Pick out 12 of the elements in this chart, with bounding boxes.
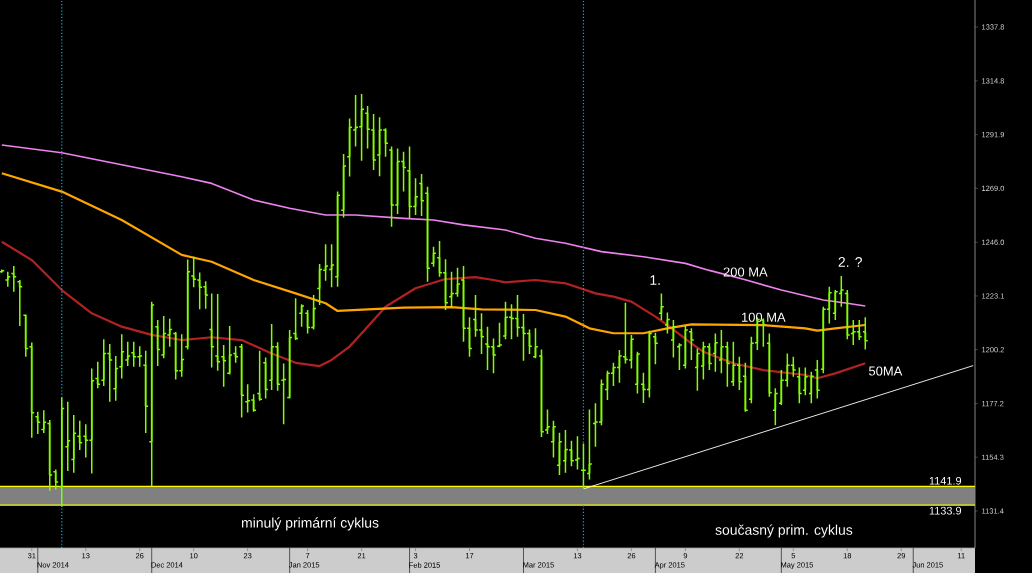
annotation: minulý primární cyklus — [241, 517, 379, 531]
series-label: 100 MA — [742, 312, 786, 322]
line-series — [0, 172, 867, 335]
ref-line-label: 1141.9 — [929, 476, 962, 485]
series-label: 200 MA — [723, 267, 768, 277]
candlestick — [0, 268, 5, 274]
annotation: současný prim. cyklus — [715, 524, 853, 538]
ref-line-label: 1133.9 — [929, 506, 962, 515]
annotation: 1. — [650, 275, 660, 285]
line-series — [1, 144, 867, 307]
series-label: 50MA — [868, 366, 903, 376]
annotation: 2. ? — [838, 257, 862, 267]
